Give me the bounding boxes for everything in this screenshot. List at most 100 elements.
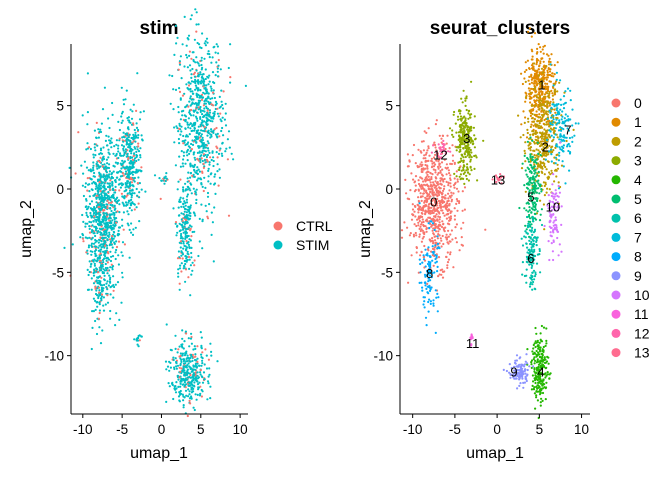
point: [541, 391, 545, 395]
point: [413, 181, 416, 184]
point: [434, 197, 437, 200]
point: [203, 102, 206, 105]
point: [120, 192, 123, 195]
point: [535, 90, 538, 93]
point: [194, 355, 197, 358]
point: [103, 204, 106, 207]
point: [448, 223, 451, 226]
point: [463, 130, 466, 133]
point: [524, 160, 527, 163]
point: [103, 242, 106, 245]
point: [84, 225, 87, 228]
point: [177, 385, 180, 388]
point: [181, 337, 184, 340]
point: [130, 222, 133, 225]
point: [451, 159, 455, 162]
point: [538, 380, 542, 383]
point: [124, 201, 128, 204]
point: [180, 232, 183, 236]
point: [93, 129, 96, 132]
point: [191, 101, 194, 104]
point: [122, 228, 125, 231]
point: [165, 177, 168, 180]
point: [179, 240, 182, 243]
point: [182, 165, 185, 168]
point: [412, 235, 416, 238]
point: [136, 194, 139, 197]
point: [180, 218, 183, 221]
stim-point-region-0: [63, 72, 135, 351]
point: [547, 356, 550, 359]
point: [537, 126, 540, 129]
point: [464, 117, 467, 120]
point: [194, 78, 197, 81]
point: [541, 71, 545, 74]
point: [97, 212, 100, 215]
point: [96, 203, 100, 206]
point: [554, 127, 557, 130]
point: [135, 109, 138, 112]
point: [540, 78, 544, 81]
point: [543, 104, 546, 107]
point: [98, 193, 101, 197]
point: [184, 386, 187, 389]
point: [534, 123, 537, 126]
point: [459, 118, 462, 121]
point: [434, 201, 437, 204]
point: [421, 170, 424, 173]
point: [534, 359, 537, 362]
point: [178, 391, 181, 394]
point: [206, 380, 210, 383]
point: [122, 140, 125, 143]
point: [537, 99, 540, 102]
point: [531, 350, 534, 353]
point: [540, 90, 543, 93]
point: [182, 188, 185, 191]
point: [218, 135, 221, 138]
point: [108, 280, 112, 283]
point: [539, 338, 542, 341]
point: [411, 203, 414, 206]
point: [136, 72, 139, 75]
point: [539, 144, 542, 147]
point: [547, 362, 550, 365]
point: [541, 366, 544, 370]
point: [178, 155, 181, 158]
point: [137, 202, 140, 205]
point: [562, 107, 566, 110]
point: [562, 165, 565, 168]
point: [417, 271, 420, 274]
point: [417, 182, 421, 186]
point: [532, 256, 535, 259]
point: [163, 177, 166, 180]
point: [182, 240, 185, 243]
point: [120, 144, 124, 147]
point: [99, 156, 102, 159]
point: [184, 330, 187, 333]
point: [216, 107, 219, 110]
point: [198, 43, 201, 46]
point: [121, 254, 124, 257]
point: [124, 98, 127, 101]
point: [419, 225, 422, 228]
point: [128, 162, 131, 165]
point: [546, 113, 549, 116]
point: [541, 107, 544, 110]
point: [196, 157, 199, 160]
point: [94, 225, 97, 228]
point: [184, 237, 187, 240]
point: [548, 104, 551, 107]
point: [205, 88, 208, 91]
point: [194, 115, 198, 118]
point: [545, 88, 548, 91]
point: [218, 95, 221, 98]
point: [532, 231, 536, 234]
point: [466, 140, 469, 143]
legend-label: CTRL: [296, 218, 333, 234]
point: [537, 351, 540, 354]
point: [187, 214, 190, 217]
point: [530, 277, 533, 280]
point: [534, 159, 537, 162]
point: [200, 121, 203, 125]
point: [442, 180, 445, 183]
